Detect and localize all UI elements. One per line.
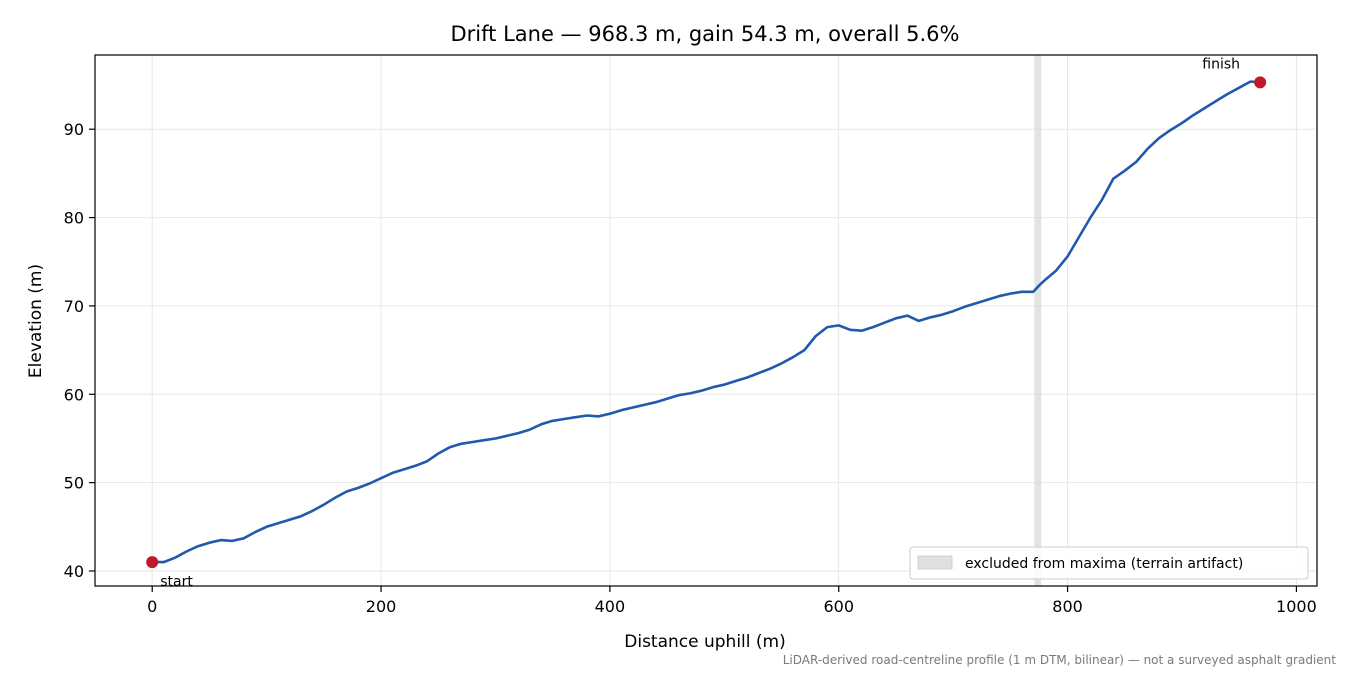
x-tick-label: 800 — [1052, 597, 1083, 616]
y-tick-label: 40 — [64, 562, 84, 581]
plot-frame — [94, 54, 1318, 587]
x-axis-ticks: 0 200 400 600 800 1000 — [147, 586, 1317, 616]
legend-label: excluded from maxima (terrain artifact) — [965, 556, 1243, 572]
y-tick-label: 70 — [64, 297, 84, 316]
y-tick-label: 50 — [64, 474, 84, 493]
start-label: start — [160, 574, 193, 590]
plot-area: start finish — [95, 55, 1317, 590]
chart-title: Drift Lane — 968.3 m, gain 54.3 m, overa… — [451, 22, 960, 46]
start-marker — [146, 556, 159, 569]
legend-box — [909, 546, 1309, 580]
legend-swatch — [917, 555, 953, 570]
finish-label: finish — [1202, 56, 1240, 72]
y-axis-ticks: 40 50 60 70 80 90 — [64, 120, 95, 581]
x-tick-label: 0 — [147, 597, 157, 616]
elevation-profile-line — [150, 80, 1262, 564]
x-tick-label: 1000 — [1276, 597, 1317, 616]
finish-marker — [1254, 76, 1267, 89]
y-tick-label: 90 — [64, 120, 84, 139]
excluded-band — [1034, 55, 1042, 586]
legend: excluded from maxima (terrain artifact) — [909, 546, 1309, 580]
x-axis-label: Distance uphill (m) — [624, 632, 785, 652]
footnote: LiDAR-derived road-centreline profile (1… — [783, 653, 1337, 667]
y-axis-label: Elevation (m) — [26, 264, 46, 378]
y-tick-label: 80 — [64, 209, 84, 228]
y-tick-label: 60 — [64, 385, 84, 404]
x-tick-label: 200 — [366, 597, 397, 616]
x-tick-label: 400 — [595, 597, 626, 616]
x-tick-label: 600 — [823, 597, 854, 616]
grid — [95, 55, 1317, 586]
